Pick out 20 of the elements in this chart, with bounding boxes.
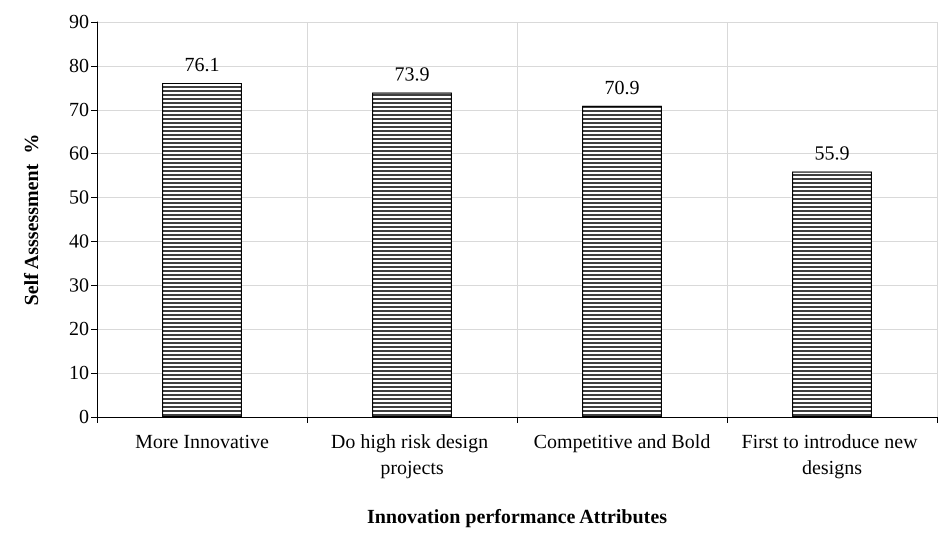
y-tick-label: 0 (79, 406, 89, 428)
y-tick-label: 50 (69, 186, 89, 209)
data-label: 73.9 (394, 64, 430, 86)
y-tick-label: 80 (69, 54, 89, 77)
x-tick-label: More Innovative (135, 431, 270, 453)
x-axis-title: Innovation performance Attributes (367, 506, 668, 528)
y-tick-label: 70 (69, 98, 89, 121)
x-tick-label: Competitive and Bold (534, 431, 710, 453)
y-tick-label: 90 (69, 11, 89, 33)
data-label: 76.1 (184, 54, 220, 76)
y-axis-title: Self Asssessment % (21, 134, 43, 306)
x-tick-label: Do high risk design projects (330, 431, 494, 479)
y-tick-label: 40 (69, 230, 89, 252)
y-tick-label: 10 (69, 362, 89, 384)
data-label: 55.9 (814, 142, 850, 165)
y-tick-label: 60 (69, 142, 89, 165)
y-tick-label: 20 (69, 318, 89, 340)
data-label: 70.9 (604, 76, 640, 99)
y-tick-label: 30 (69, 274, 89, 296)
x-tick-label: First to introduce new designs (741, 431, 923, 479)
